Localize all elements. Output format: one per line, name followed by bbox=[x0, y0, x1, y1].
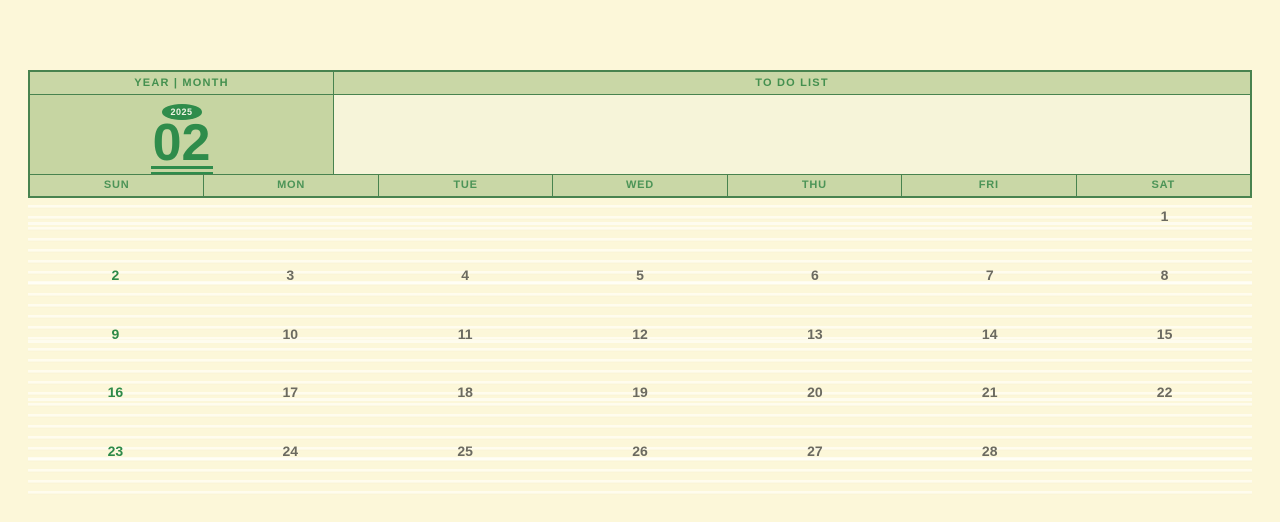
date-cell bbox=[553, 205, 728, 227]
date-cell-feb-28: 28 bbox=[981, 443, 998, 459]
date-cell-feb-26: 26 bbox=[632, 443, 648, 459]
day-header-wed: WED bbox=[552, 174, 726, 196]
year-month-label: YEAR | MONTH bbox=[30, 72, 334, 94]
date-cell-feb-2: 2 bbox=[111, 267, 120, 283]
date-cell-feb-16: 16 bbox=[107, 384, 124, 400]
month-underline-decoration bbox=[150, 165, 213, 174]
calendar-week-row-3: 9 10 11 12 13 14 15 bbox=[28, 323, 1252, 345]
date-cell-feb-19: 19 bbox=[632, 384, 648, 400]
day-header-mon: MON bbox=[203, 174, 377, 196]
date-cell-feb-11: 11 bbox=[457, 326, 473, 342]
weekday-header-row: SUN MON TUE WED THU FRI SAT bbox=[30, 174, 1250, 196]
todo-list-area bbox=[334, 95, 1250, 174]
date-cell-feb-1: 1 bbox=[1160, 208, 1169, 224]
date-cell-feb-14: 14 bbox=[981, 326, 998, 342]
date-cell-feb-10: 10 bbox=[282, 326, 299, 342]
date-cell bbox=[902, 205, 1077, 227]
calendar-week-row-5: 23 24 25 26 27 28 bbox=[28, 440, 1252, 462]
date-cell-feb-15: 15 bbox=[1156, 326, 1173, 342]
date-cell-feb-12: 12 bbox=[632, 326, 648, 342]
calendar-week-row-4: 16 17 18 19 20 21 22 bbox=[28, 381, 1252, 403]
date-cell-feb-20: 20 bbox=[807, 384, 823, 400]
date-cell-feb-13: 13 bbox=[807, 326, 823, 342]
day-header-sat: SAT bbox=[1075, 174, 1250, 196]
month-display: 2025 02 bbox=[30, 95, 334, 174]
calendar-week-row-2: 2 3 4 5 6 7 8 bbox=[28, 264, 1252, 286]
date-cell bbox=[378, 205, 553, 227]
date-cell-feb-9: 9 bbox=[111, 326, 120, 342]
date-cell-feb-5: 5 bbox=[636, 267, 644, 283]
date-cell-feb-23: 23 bbox=[107, 443, 124, 459]
date-cell-feb-25: 25 bbox=[457, 443, 473, 459]
date-cell-feb-21: 21 bbox=[981, 384, 998, 400]
day-header-thu: THU bbox=[726, 174, 901, 196]
date-cell-feb-18: 18 bbox=[457, 384, 473, 400]
date-cell-feb-6: 6 bbox=[810, 267, 819, 283]
calendar-week-row-1: 1 bbox=[28, 205, 1252, 227]
date-cell-feb-22: 22 bbox=[1156, 384, 1173, 400]
date-cell-feb-8: 8 bbox=[1160, 267, 1169, 283]
todo-list-label: TO DO LIST bbox=[755, 77, 829, 89]
date-cell-feb-24: 24 bbox=[282, 443, 299, 459]
date-cell-feb-7: 7 bbox=[985, 267, 994, 283]
date-cell bbox=[727, 205, 902, 227]
date-cell-feb-17: 17 bbox=[282, 384, 299, 400]
date-cell-feb-4: 4 bbox=[461, 267, 470, 283]
date-cell-feb-3: 3 bbox=[286, 267, 295, 283]
day-header-sun: SUN bbox=[103, 179, 130, 192]
title-row: YEAR | MONTH TO DO LIST bbox=[30, 72, 1250, 95]
calendar-header-table: YEAR | MONTH TO DO LIST 2025 02 SUN MON … bbox=[28, 70, 1252, 198]
ruled-lines-background bbox=[28, 205, 1252, 501]
day-header-tue: TUE bbox=[377, 174, 552, 196]
header-body-row: 2025 02 bbox=[30, 95, 1250, 175]
day-header-fri: FRI bbox=[901, 174, 1075, 196]
year-badge: 2025 bbox=[161, 104, 202, 120]
date-cell bbox=[28, 205, 203, 227]
date-cell bbox=[1077, 440, 1252, 462]
date-cell-feb-27: 27 bbox=[807, 443, 823, 459]
month-number: 02 bbox=[152, 113, 211, 172]
date-cell bbox=[203, 205, 378, 227]
